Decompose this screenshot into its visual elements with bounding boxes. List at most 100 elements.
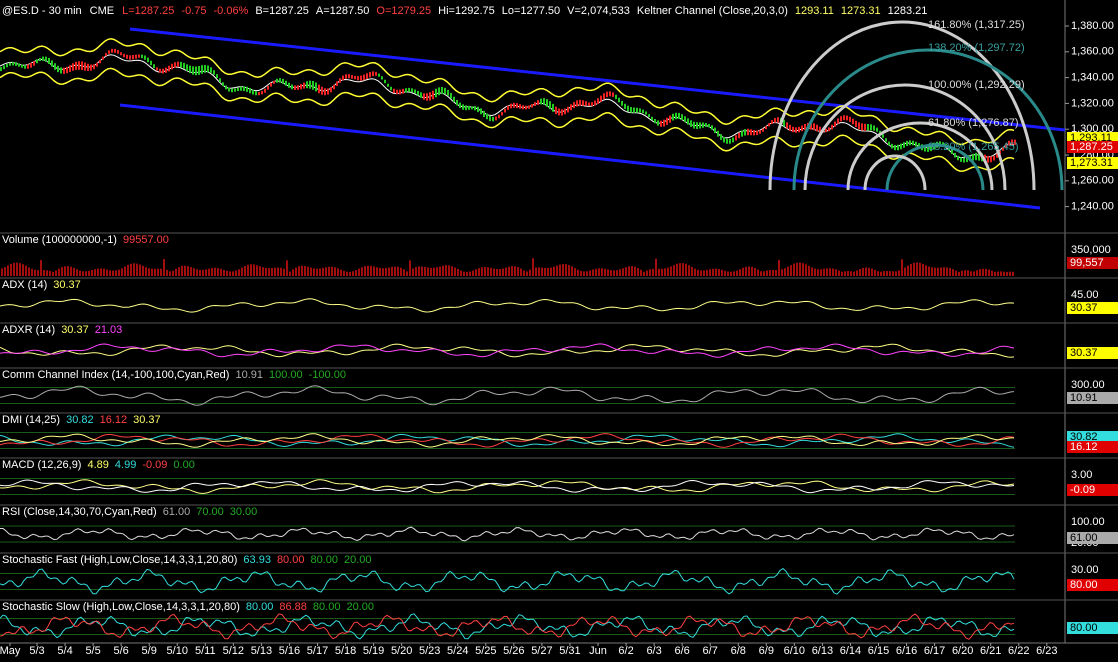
header-item: -0.75 [181, 5, 206, 17]
panel-title: DMI (14,25) [2, 414, 60, 426]
header-item: Lo=1277.50 [502, 5, 560, 17]
fib-label: 161.80% (1,317.25) [928, 19, 1025, 31]
panel-value: 100.00 [269, 369, 303, 381]
x-axis-label: Jun [589, 645, 607, 657]
price-axis-label: 1,260.00 [1071, 175, 1114, 187]
panel-title: Stochastic Slow (High,Low,Close,14,3,3,1… [2, 601, 240, 613]
panel-value: 20.00 [344, 554, 372, 566]
price-tag-label: 16.12 [1070, 441, 1098, 453]
price-tag-label: 30.37 [1070, 302, 1098, 314]
header-item: 1293.11 [795, 5, 834, 17]
indicator-line [0, 567, 1015, 595]
header-item: 1283.21 [888, 5, 928, 17]
panel-value: 21.03 [95, 324, 123, 336]
header-item: Hi=1292.75 [438, 5, 495, 17]
fib-label: 38.20% (1,265.45) [928, 141, 1019, 153]
indicator-line [0, 343, 1015, 358]
fib-arc [768, 20, 1036, 191]
price-tag [1067, 441, 1118, 453]
panel-value: 30.37 [53, 279, 81, 291]
price-tag-label: 80.00 [1070, 579, 1098, 591]
fib-label: 100.00% (1,292.29) [928, 79, 1025, 91]
panel-axis-label: 100.00 [1071, 516, 1105, 528]
panel-axis-label: 30.00 [1071, 564, 1099, 576]
header-item: Keltner Channel (Close,20,3,0) [637, 5, 788, 17]
price-tag [1067, 347, 1118, 359]
keltner-lower [0, 67, 1015, 172]
panel-title: ADXR (14) [2, 324, 55, 336]
x-axis-label: 6/13 [812, 645, 833, 657]
panel-title: MACD (12,26,9) [2, 459, 81, 471]
indicator-line [0, 613, 1015, 640]
x-axis-label: 6/6 [675, 645, 690, 657]
panel-axis-label: 350,000 [1071, 244, 1111, 256]
x-axis-label: 5/5 [85, 645, 100, 657]
panel-value: 63.93 [243, 554, 271, 566]
price-tag-label: 80.00 [1070, 622, 1098, 634]
x-axis-label: 5/16 [279, 645, 300, 657]
volume-bars [1, 258, 1014, 276]
panel-title: ADX (14) [2, 279, 47, 291]
panel-title: Volume (100000000,-1) [2, 234, 117, 246]
x-axis-label: 6/16 [896, 645, 917, 657]
x-axis-label: 5/27 [531, 645, 552, 657]
price-tag-label: 1,273.31 [1070, 157, 1113, 169]
price-tag-label: 1,293.11 [1070, 132, 1112, 144]
x-axis-label: 6/10 [784, 645, 805, 657]
indicator-line [0, 433, 1015, 448]
price-tag [1067, 257, 1118, 269]
fib-arc [792, 48, 1064, 191]
x-axis-label: May [0, 645, 21, 657]
panel-value: 30.82 [66, 414, 94, 426]
price-axis-label: 1,360.00 [1071, 46, 1114, 58]
x-axis-label: 5/4 [57, 645, 72, 657]
indicator-line [0, 385, 1015, 406]
x-axis-label: 5/23 [419, 645, 440, 657]
price-axis-label: 1,240.00 [1071, 201, 1114, 213]
panel-value: -100.00 [309, 369, 346, 381]
indicator-line [0, 526, 1015, 542]
price-tag-label: 30.82 [1070, 431, 1098, 443]
indicator-line [0, 433, 1014, 448]
panel-value: 10.91 [235, 369, 263, 381]
x-axis-label: 6/3 [646, 645, 661, 657]
panel-title: Stochastic Fast (High,Low,Close,14,3,3,1… [2, 554, 237, 566]
price-tag [1067, 579, 1118, 591]
price-tag [1067, 302, 1118, 314]
fib-arc [803, 83, 1007, 191]
price-axis-label: 1,320.00 [1071, 97, 1114, 109]
panel-value: 86.88 [279, 601, 307, 613]
x-axis-label: 6/7 [703, 645, 718, 657]
panel-value: 61.00 [163, 506, 191, 518]
x-axis-label: 6/9 [759, 645, 774, 657]
panel-value: -0.09 [142, 459, 167, 471]
panel-value: 80.00 [246, 601, 274, 613]
price-tag [1067, 157, 1118, 169]
header-item: A=1287.50 [316, 5, 370, 17]
price-tag [1067, 622, 1118, 634]
trend-line [119, 103, 1041, 210]
header-item: L=1287.25 [122, 5, 174, 17]
indicator-line [0, 433, 1015, 448]
indicator-line [0, 613, 1015, 640]
symbol: @ES.D - 30 min [2, 5, 82, 17]
panel-value: 4.89 [87, 459, 108, 471]
x-axis-label: 5/17 [307, 645, 328, 657]
panel-value: 99557.00 [123, 234, 169, 246]
price-tag [1067, 431, 1118, 443]
panel-axis-label: 300.00 [1071, 379, 1105, 391]
x-axis-label: 5/19 [363, 645, 384, 657]
x-axis-label: 6/8 [731, 645, 746, 657]
x-axis-label: 6/21 [980, 645, 1001, 657]
x-axis-label: 5/6 [114, 645, 129, 657]
x-axis-label: 6/23 [1036, 645, 1057, 657]
x-axis-label: 6/14 [840, 645, 861, 657]
price-tag-label: 99,557 [1070, 257, 1104, 269]
panel-title: RSI (Close,14,30,70,Cyan,Red) [2, 506, 157, 518]
price-tag-label: 61.00 [1070, 532, 1098, 544]
panel-value: 16.12 [100, 414, 128, 426]
price-axis-label: 1,380.00 [1071, 20, 1114, 32]
x-axis-label: 6/20 [952, 645, 973, 657]
price-axis-label: 1,340.00 [1071, 72, 1114, 84]
